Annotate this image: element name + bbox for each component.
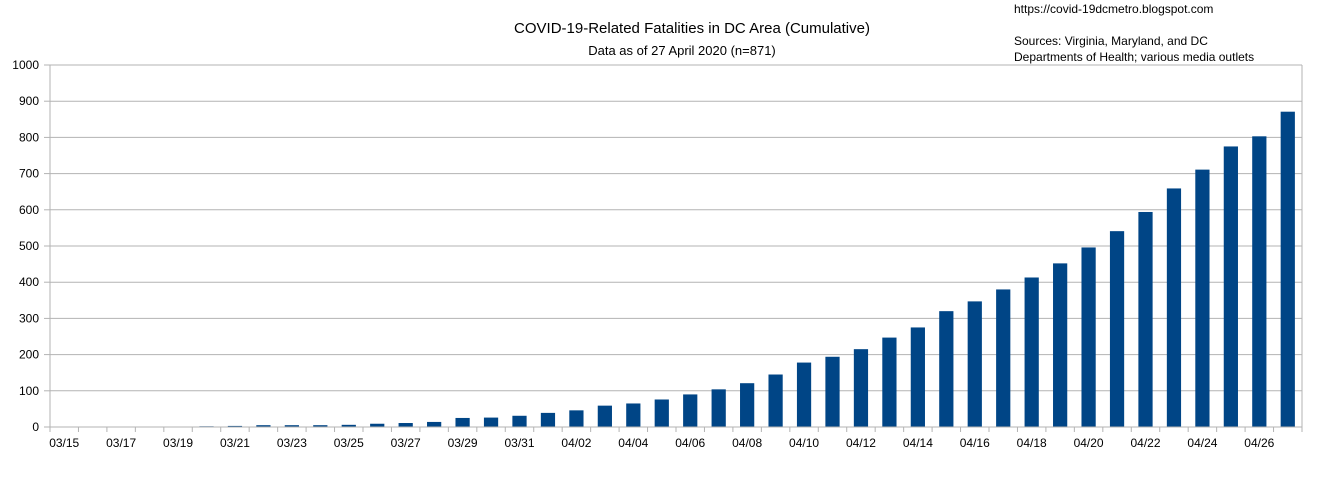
x-tick-label: 04/12	[846, 436, 876, 450]
x-tick-label: 03/21	[220, 436, 250, 450]
y-tick-label: 800	[19, 130, 39, 144]
y-tick-label: 600	[19, 203, 39, 217]
sources-line-2: Departments of Health; various media out…	[1014, 50, 1254, 64]
y-tick-label: 100	[19, 384, 39, 398]
x-tick-label: 03/23	[277, 436, 307, 450]
gridlines	[49, 64, 1303, 428]
bar	[711, 389, 726, 427]
y-tick-label: 700	[19, 167, 39, 181]
x-tick-label: 03/19	[163, 436, 193, 450]
bar	[427, 421, 442, 427]
bar	[284, 425, 299, 427]
bar	[1280, 111, 1295, 427]
bar	[227, 425, 243, 427]
bars	[199, 111, 1295, 428]
x-tick-label: 04/04	[618, 436, 648, 450]
bar	[483, 417, 499, 427]
bar	[1024, 277, 1039, 427]
y-tick-label: 1000	[12, 58, 39, 72]
source-url: https://covid-19dcmetro.blogspot.com	[1014, 2, 1213, 16]
bar	[654, 399, 669, 427]
x-tick-label: 04/24	[1187, 436, 1217, 450]
chart-title: COVID-19-Related Fatalities in DC Area (…	[514, 20, 870, 37]
x-tick-label: 04/18	[1017, 436, 1047, 450]
x-tick-label: 03/25	[334, 436, 364, 450]
x-tick-label: 04/16	[960, 436, 990, 450]
y-tick-label: 0	[32, 420, 39, 434]
x-tick-label: 04/20	[1074, 436, 1104, 450]
x-tick-label: 04/10	[789, 436, 819, 450]
x-tick-label: 04/22	[1130, 436, 1160, 450]
x-tick-label: 04/06	[675, 436, 705, 450]
y-tick-label: 900	[19, 94, 39, 108]
bar	[939, 311, 954, 427]
bar	[1053, 263, 1068, 427]
bar	[1166, 188, 1182, 427]
bar	[740, 383, 755, 427]
bar	[768, 374, 783, 427]
x-tick-label: 03/29	[448, 436, 478, 450]
bar	[540, 412, 556, 427]
bar	[796, 362, 812, 427]
y-tick-label: 500	[19, 239, 39, 253]
x-tick-label: 03/27	[391, 436, 421, 450]
chart-subtitle: Data as of 27 April 2020 (n=871)	[588, 43, 776, 58]
sources-line-1: Sources: Virginia, Maryland, and DC	[1014, 34, 1208, 48]
x-axis	[44, 64, 1303, 432]
bar	[910, 327, 925, 427]
bar	[996, 289, 1011, 427]
bar	[569, 410, 584, 427]
bar	[370, 423, 385, 427]
bar	[1109, 231, 1125, 427]
bar	[882, 337, 897, 427]
bar	[398, 423, 413, 427]
bar	[341, 424, 356, 427]
bar	[256, 425, 271, 427]
bar	[1223, 146, 1238, 427]
bar	[626, 403, 641, 427]
bar	[512, 415, 527, 427]
bar	[683, 394, 698, 427]
x-tick-label: 04/14	[903, 436, 933, 450]
y-tick-label: 300	[19, 311, 39, 325]
bar	[967, 301, 982, 427]
bar	[1138, 211, 1153, 427]
bar	[853, 349, 869, 427]
bar	[1252, 136, 1267, 427]
y-tick-label: 200	[19, 348, 39, 362]
bar	[455, 417, 470, 427]
x-tick-label: 04/08	[732, 436, 762, 450]
x-tick-label: 03/31	[504, 436, 534, 450]
bar	[597, 405, 612, 427]
y-tick-label: 400	[19, 275, 39, 289]
bar	[313, 425, 328, 427]
bar	[825, 356, 840, 427]
y-tick-labels: 0 100 200 300 400 500 600 700 800 900 1000	[12, 58, 39, 434]
x-tick-labels: 03/15 03/17 03/19 03/21 03/23 03/25 03/27 03/29…	[49, 436, 1274, 450]
x-tick-label: 03/17	[106, 436, 136, 450]
x-tick-label: 03/15	[49, 436, 79, 450]
bar	[1195, 169, 1210, 428]
x-tick-label: 04/26	[1244, 436, 1274, 450]
x-tick-label: 04/02	[561, 436, 591, 450]
bar	[1081, 247, 1096, 427]
